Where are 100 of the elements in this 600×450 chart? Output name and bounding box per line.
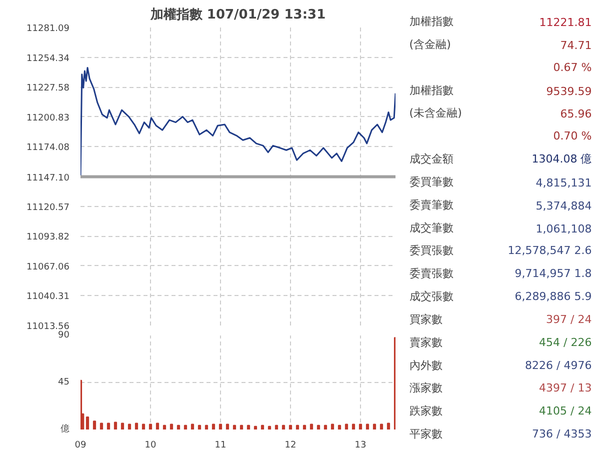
x-tick-label: 09: [74, 440, 86, 450]
bar: [324, 424, 328, 430]
y-tick-label: 11254.34: [26, 54, 70, 64]
y-tick-label: 11120.57: [26, 202, 70, 213]
bar: [338, 424, 342, 430]
text: 1,061,108: [536, 222, 592, 236]
bar: [114, 422, 118, 430]
line-series: [80, 66, 396, 178]
bar: [240, 424, 244, 430]
y-tick-label: 11013.56: [26, 322, 70, 332]
bar: [142, 424, 146, 430]
bar: [358, 424, 362, 430]
bar: [176, 424, 180, 430]
bar: [330, 424, 334, 430]
category-label: (含金融): [409, 38, 451, 51]
text: 0.67 %: [553, 60, 592, 74]
category-label: 委買張數: [409, 244, 454, 258]
x-tick-label: 11: [214, 440, 226, 450]
category-label: 成交金額: [409, 152, 454, 166]
bar: [268, 426, 272, 430]
y-tick-label: 90: [58, 330, 70, 340]
text: 736 / 4353: [532, 428, 592, 441]
bar: [198, 424, 202, 430]
x-tick-label: 12: [284, 440, 296, 450]
bar: [380, 424, 384, 430]
text: 9,714,957 1.8: [514, 267, 592, 280]
bar: [170, 424, 174, 430]
x-tick-label: 13: [354, 440, 366, 450]
bar: [184, 424, 188, 430]
y-tick-label: 億: [60, 424, 70, 434]
y-tick-label: 11147.10: [26, 173, 70, 184]
text: 397 / 24: [546, 312, 592, 326]
bar: [226, 424, 230, 430]
text: 1304.08 億: [532, 152, 592, 166]
text: 4,815,131: [536, 176, 592, 190]
bar: [282, 424, 286, 430]
category-label: 賣家數: [409, 336, 442, 349]
text: 4105 / 24: [539, 404, 592, 418]
category-label: 內外數: [409, 358, 442, 372]
category-label: 成交張數: [409, 290, 454, 304]
bar: [212, 424, 216, 430]
category-label: 加權指數: [409, 15, 454, 28]
bar: [128, 424, 132, 430]
bar: [190, 424, 194, 430]
text: 11221.81: [539, 16, 592, 30]
y-tick-label: 11281.09: [26, 24, 70, 34]
bar: [218, 424, 222, 430]
text: 9539.59: [546, 84, 592, 98]
category-label: 委買筆數: [409, 175, 454, 188]
text: 74.71: [560, 38, 592, 52]
bar: [148, 424, 152, 430]
bar: [296, 424, 300, 430]
bar: [232, 424, 236, 430]
y-tick-label: 11227.58: [26, 84, 70, 94]
y-tick-label: 11093.82: [26, 232, 70, 243]
text: 454 / 226: [539, 336, 592, 349]
text: 6,289,886 5.9: [514, 290, 592, 304]
y-tick-label: 11040.31: [26, 292, 70, 302]
bar: [162, 424, 166, 430]
y-tick-label: 11067.06: [26, 262, 70, 272]
x-tick-label: 10: [144, 440, 156, 450]
category-label: 成交筆數: [409, 221, 454, 234]
bar: [372, 424, 376, 430]
category-label: 買家數: [409, 312, 442, 326]
bar: [260, 424, 264, 430]
bar: [254, 426, 258, 430]
bar: [366, 424, 370, 430]
bar: [386, 422, 390, 430]
chart-title: 加權指數 107/01/29 13:31: [149, 8, 326, 22]
bar: [86, 416, 90, 430]
text: 5,374,884: [536, 199, 592, 212]
category-label: (未含金融): [409, 106, 462, 120]
bar: [344, 424, 348, 430]
bar: [92, 420, 96, 430]
category-label: 平家數: [409, 428, 442, 441]
bar: [352, 424, 356, 430]
text: 12,578,547 2.6: [508, 244, 592, 258]
bar: [310, 424, 314, 430]
text: 8226 / 4976: [525, 358, 592, 372]
category-label: 跌家數: [409, 404, 442, 418]
category-label: 委賣筆數: [409, 198, 454, 212]
bar: [274, 424, 278, 430]
text: 4397 / 13: [539, 382, 592, 395]
category-label: 漲家數: [409, 382, 442, 395]
y-tick-label: 11174.08: [26, 143, 70, 154]
category-label: 加權指數: [409, 84, 454, 97]
bar: [316, 424, 320, 430]
bar: [156, 422, 160, 430]
bar: [288, 424, 292, 430]
bar: [302, 424, 306, 430]
bar: [246, 424, 250, 430]
bar: [100, 422, 104, 430]
y-tick-label: 11200.83: [26, 113, 70, 124]
bar: [134, 422, 138, 430]
bar: [204, 424, 208, 430]
bar: [120, 422, 124, 430]
text: 65.96: [560, 108, 592, 121]
text: 0.70 %: [553, 130, 592, 143]
bar: [106, 422, 110, 430]
y-tick-label: 45: [58, 378, 70, 388]
